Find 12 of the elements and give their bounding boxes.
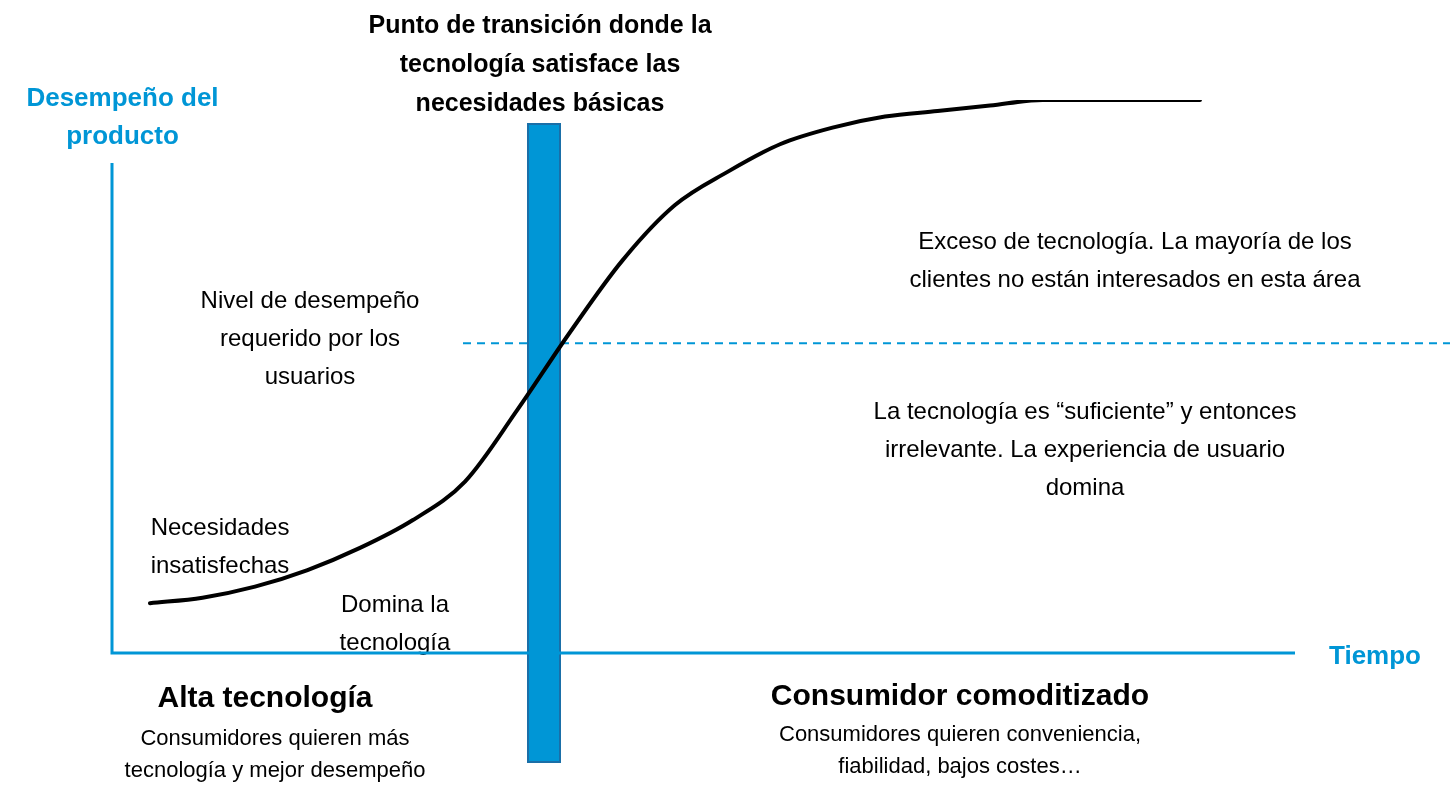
text: Consumidores quieren más tecnología y mejor desempeño: [123, 724, 427, 784]
x-axis-title: Tiempo: [1328, 639, 1422, 672]
text: Alta tecnología: [156, 679, 374, 715]
annotation: Domina la tecnología: [338, 589, 452, 657]
ref-line-label: Nivel de desempeño requerido por los usuarios: [199, 285, 421, 391]
annotation: Necesidades insatisfechas: [149, 512, 291, 580]
y-axis-title: Desempeño del producto: [25, 81, 220, 152]
annotation: Punto de transición donde la tecnología satisface las necesidades básicas: [367, 9, 713, 118]
text: Consumidores quieren conveniencia, fiabilidad, bajos costes…: [778, 720, 1142, 780]
text: Consumidor comoditizado: [769, 677, 1151, 713]
annotation: La tecnología es “suficiente” y entonces irrelevante. La experiencia de usuario domina: [872, 396, 1298, 502]
annotation: Exceso de tecnología. La mayoría de los clientes no están interesados en esta área: [908, 226, 1362, 294]
